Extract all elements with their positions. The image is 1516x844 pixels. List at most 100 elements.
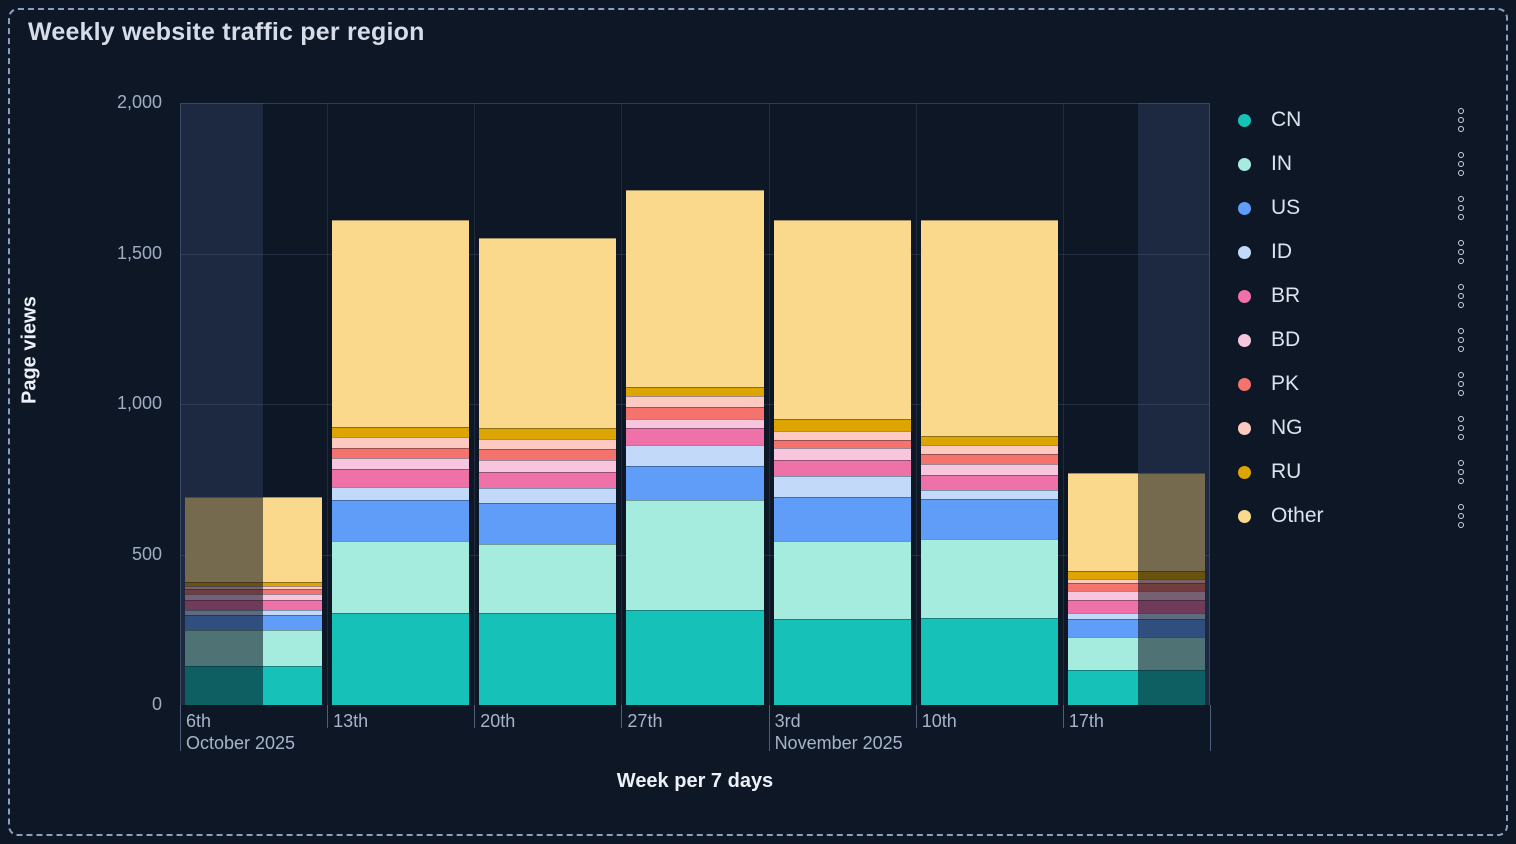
bar-segment-Other[interactable]	[626, 190, 764, 388]
kebab-menu-icon[interactable]	[1454, 152, 1468, 176]
bar-segment-IN[interactable]	[332, 540, 470, 614]
bar-segment-CN[interactable]	[479, 613, 617, 705]
bar-segment-ID[interactable]	[332, 486, 470, 501]
legend-item-NG[interactable]: NG	[1238, 406, 1484, 450]
bar-segment-US[interactable]	[626, 465, 764, 501]
kebab-menu-icon[interactable]	[1454, 328, 1468, 352]
kebab-menu-icon[interactable]	[1454, 416, 1468, 440]
bar-segment-US[interactable]	[920, 498, 1058, 540]
kebab-menu-icon[interactable]	[1454, 284, 1468, 308]
bar-segment-Other[interactable]	[479, 238, 617, 429]
x-tick-mark	[180, 705, 181, 751]
bar-segment-NG[interactable]	[773, 431, 911, 441]
x-tick-label: 6th	[186, 711, 212, 731]
bar-segment-Other[interactable]	[332, 220, 470, 427]
partial-week-dim-overlay	[185, 497, 264, 705]
bar-segment-Other[interactable]	[920, 220, 1058, 436]
bar-week-10th[interactable]	[920, 220, 1058, 705]
bar-segment-IN[interactable]	[479, 543, 617, 614]
legend-item-PK[interactable]: PK	[1238, 362, 1484, 406]
bar-segment-BD[interactable]	[626, 419, 764, 429]
legend-item-ID[interactable]: ID	[1238, 230, 1484, 274]
bar-segment-CN[interactable]	[626, 610, 764, 705]
bar-segment-NG[interactable]	[920, 444, 1058, 454]
kebab-menu-icon[interactable]	[1454, 372, 1468, 396]
kebab-menu-icon[interactable]	[1454, 196, 1468, 220]
bar-segment-PK[interactable]	[920, 453, 1058, 465]
bar-segment-PK[interactable]	[773, 440, 911, 448]
bar-segment-NG[interactable]	[1067, 578, 1205, 584]
x-tick-mark	[474, 705, 476, 728]
legend-color-dot	[1238, 421, 1251, 435]
bar-segment-NG[interactable]	[332, 437, 470, 448]
bar-segment-ID[interactable]	[479, 488, 617, 504]
chart-title: Weekly website traffic per region	[28, 18, 425, 46]
bar-segment-RU[interactable]	[1067, 571, 1205, 579]
bar-segment-RU[interactable]	[479, 428, 617, 439]
bar-segment-BD[interactable]	[920, 464, 1058, 475]
legend-label: US	[1271, 196, 1301, 219]
legend-item-RU[interactable]: RU	[1238, 450, 1484, 494]
legend-item-Other[interactable]: Other	[1238, 494, 1484, 538]
legend-item-US[interactable]: US	[1238, 186, 1484, 230]
bar-segment-PK[interactable]	[479, 449, 617, 460]
kebab-menu-icon[interactable]	[1454, 240, 1468, 264]
bar-segment-PK[interactable]	[332, 447, 470, 459]
legend-item-IN[interactable]: IN	[1238, 142, 1484, 186]
bar-segment-CN[interactable]	[773, 619, 911, 705]
bar-segment-RU[interactable]	[773, 419, 911, 432]
bar-segment-PK[interactable]	[1067, 583, 1205, 591]
bar-segment-BD[interactable]	[479, 459, 617, 472]
legend-color-dot	[1238, 201, 1251, 215]
bar-segment-IN[interactable]	[773, 540, 911, 620]
x-tick-label: 17th	[1068, 711, 1104, 731]
bar-segment-RU[interactable]	[332, 426, 470, 438]
bar-week-13th[interactable]	[332, 220, 470, 705]
bar-segment-ID[interactable]	[1067, 613, 1205, 620]
kebab-menu-icon[interactable]	[1454, 460, 1468, 484]
bar-segment-CN[interactable]	[332, 613, 470, 705]
bar-segment-BR[interactable]	[920, 474, 1058, 490]
bar-week-20th[interactable]	[479, 238, 617, 705]
legend-item-BR[interactable]: BR	[1238, 274, 1484, 318]
bar-segment-RU[interactable]	[920, 435, 1058, 445]
bar-segment-ID[interactable]	[626, 444, 764, 466]
bar-segment-BR[interactable]	[479, 471, 617, 489]
legend-item-BD[interactable]: BD	[1238, 318, 1484, 362]
bar-segment-BR[interactable]	[626, 428, 764, 445]
bar-segment-ID[interactable]	[920, 489, 1058, 499]
x-axis-title: Week per 7 days	[616, 770, 774, 792]
x-tick-label: 13th	[333, 711, 369, 731]
bar-segment-NG[interactable]	[479, 438, 617, 450]
bar-segment-PK[interactable]	[626, 407, 764, 420]
bar-segment-US[interactable]	[479, 503, 617, 544]
bar-week-27th[interactable]	[626, 190, 764, 705]
bar-week-17th[interactable]	[1067, 473, 1205, 705]
bar-segment-CN[interactable]	[920, 617, 1058, 705]
vertical-gridline	[327, 103, 329, 705]
bar-week-3rd[interactable]	[773, 220, 911, 705]
bar-segment-IN[interactable]	[920, 539, 1058, 618]
vertical-gridline	[474, 103, 476, 705]
bar-segment-ID[interactable]	[773, 476, 911, 498]
bar-segment-RU[interactable]	[626, 387, 764, 397]
bar-segment-BD[interactable]	[332, 458, 470, 469]
x-tick-label: 3rd	[774, 711, 801, 731]
partial-week-dim-overlay	[1137, 473, 1205, 705]
bar-segment-IN[interactable]	[626, 500, 764, 611]
legend-label: CN	[1271, 108, 1302, 131]
legend-item-CN[interactable]: CN	[1238, 98, 1484, 142]
plot-frame	[180, 103, 1210, 705]
bar-segment-BD[interactable]	[1067, 590, 1205, 600]
kebab-menu-icon[interactable]	[1454, 108, 1468, 132]
y-tick-label: 0	[151, 694, 162, 714]
bar-segment-NG[interactable]	[626, 396, 764, 408]
bar-segment-US[interactable]	[332, 500, 470, 541]
bar-segment-US[interactable]	[773, 497, 911, 541]
bar-segment-BD[interactable]	[773, 447, 911, 460]
kebab-menu-icon[interactable]	[1454, 504, 1468, 528]
bar-segment-BR[interactable]	[332, 468, 470, 487]
bar-segment-Other[interactable]	[773, 220, 911, 420]
bar-segment-BR[interactable]	[773, 459, 911, 477]
bar-week-6th[interactable]	[185, 497, 323, 705]
